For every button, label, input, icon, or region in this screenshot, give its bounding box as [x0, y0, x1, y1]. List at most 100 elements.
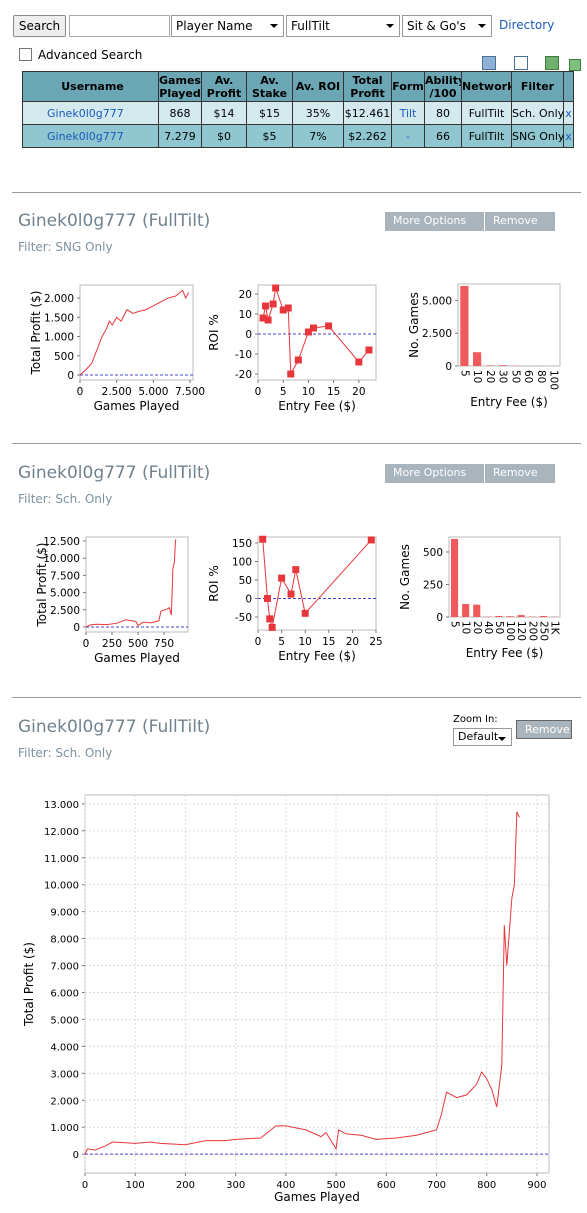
x-tick-label: 7.500 — [175, 386, 205, 398]
plot-area — [85, 536, 189, 633]
x-tick-label: 300 — [226, 1180, 245, 1191]
y-tick-label: 150 — [232, 538, 252, 550]
marker — [259, 314, 267, 322]
y-tick-label: 4.000 — [50, 1042, 79, 1053]
x-tick-label: 600 — [377, 1180, 396, 1191]
table-cell: 7.279 — [158, 124, 202, 148]
y-axis-label: Total Profit ($) — [22, 942, 36, 1027]
y-tick-label: 0 — [73, 1150, 79, 1161]
y-tick-label: 20 — [239, 289, 252, 301]
checkbox[interactable] — [19, 48, 32, 61]
marker — [262, 302, 270, 310]
network-select[interactable]: FullTilt — [286, 15, 400, 37]
bar — [473, 604, 481, 617]
y-tick-label: -50 — [235, 612, 252, 624]
y-tick-label: 13.000 — [44, 800, 79, 811]
x-tick-label: 700 — [427, 1180, 446, 1191]
x-tick-label: 250 — [102, 638, 122, 650]
x-tick-label: 20 — [484, 370, 496, 383]
panel-button[interactable]: Remove — [485, 212, 556, 231]
panel-button[interactable]: Remove — [485, 464, 556, 483]
x-tick-label: 20 — [346, 636, 359, 648]
y-tick-label: 8.000 — [50, 935, 79, 946]
x-tick-label: 10 — [299, 636, 312, 648]
y-tick-label: 5.000 — [50, 588, 80, 600]
y-tick-label: 0 — [445, 361, 452, 373]
marker — [259, 535, 267, 543]
x-axis-label: Games Played — [94, 399, 180, 413]
y-tick-label: 6.000 — [50, 988, 79, 999]
marker — [266, 615, 274, 623]
x-axis-label: Entry Fee ($) — [466, 646, 544, 660]
x-tick-label: 50 — [493, 621, 505, 634]
y-tick-label: 11.000 — [44, 854, 79, 865]
bar — [473, 352, 482, 366]
table-cell: 35% — [292, 101, 344, 125]
search-input[interactable] — [69, 15, 170, 37]
search-button[interactable]: Search — [13, 15, 66, 37]
icon[interactable] — [545, 56, 559, 70]
directory-link[interactable]: Directory — [499, 18, 555, 32]
marker — [268, 623, 276, 631]
table-cell: $0 — [201, 124, 247, 148]
icon[interactable] — [482, 56, 496, 70]
icon[interactable] — [569, 59, 581, 71]
x-tick-label: 750 — [154, 638, 174, 650]
panel-button[interactable]: Remove — [516, 720, 572, 739]
x-tick-label: 60 — [522, 370, 534, 383]
x-tick-label: 400 — [276, 1180, 295, 1191]
x-tick-label: 2.500 — [102, 386, 132, 398]
y-tick-label: 7.000 — [50, 962, 79, 973]
y-tick-label: 50 — [239, 575, 252, 587]
x-axis-label: Entry Fee ($) — [278, 649, 356, 663]
y-axis-label: ROI % — [207, 565, 221, 602]
column-header: Av. Stake — [246, 71, 293, 102]
column-header: Form — [391, 71, 425, 102]
panel-title: Ginek0l0g777 (FullTilt) — [18, 463, 211, 483]
separator — [12, 697, 581, 698]
bar — [462, 603, 470, 617]
x-tick-label: 5 — [458, 370, 470, 377]
zoom-select[interactable]: Default — [453, 728, 512, 746]
y-tick-label: 5.000 — [422, 295, 452, 307]
table-cell[interactable]: Ginek0l0g777 — [22, 124, 159, 148]
search-by-select[interactable]: Player Name — [171, 15, 284, 37]
panel-title: Ginek0l0g777 (FullTilt) — [18, 717, 211, 737]
y-tick-label: 500 — [54, 351, 74, 363]
y-tick-label: 0 — [67, 370, 74, 382]
y-tick-label: 250 — [423, 579, 443, 591]
icon[interactable] — [514, 56, 528, 70]
x-tick-label: 500 — [327, 1180, 346, 1191]
x-tick-label: 5 — [278, 636, 285, 648]
y-tick-label: -20 — [235, 369, 252, 381]
y-tick-label: 0 — [245, 329, 252, 341]
x-tick-label: 0 — [255, 386, 262, 398]
game-type-select[interactable]: Sit & Go's — [402, 15, 492, 37]
bar — [460, 285, 469, 366]
panel-button[interactable]: More Options — [385, 464, 485, 483]
table-cell[interactable]: x — [563, 124, 574, 148]
y-tick-label: 1.000 — [50, 1123, 79, 1134]
panel-filter: Filter: Sch. Only — [18, 746, 113, 760]
table-cell: Sch. Only — [511, 101, 564, 125]
advanced-search-label[interactable]: Advanced Search — [38, 48, 143, 62]
panel-button[interactable]: More Options — [385, 212, 485, 231]
x-axis-label: Entry Fee ($) — [470, 395, 548, 409]
table-cell[interactable]: Tilt — [391, 101, 425, 125]
table-cell: SNG Only — [511, 124, 564, 148]
plot-area — [257, 284, 377, 381]
x-tick-label: 25 — [369, 636, 382, 648]
table-cell: 7% — [292, 124, 344, 148]
x-tick-label: 40 — [482, 621, 494, 634]
x-axis-label: Entry Fee ($) — [278, 399, 356, 413]
x-tick-label: 100 — [548, 370, 560, 390]
line — [79, 289, 190, 376]
marker — [279, 306, 287, 314]
x-tick-label: 0 — [82, 1180, 88, 1191]
column-header: Ability /100 — [424, 71, 462, 102]
y-axis-label: ROI % — [207, 314, 221, 351]
x-tick-label: 1K — [548, 621, 560, 636]
table-cell[interactable]: - — [391, 124, 425, 148]
x-tick-label: 15 — [327, 386, 340, 398]
marker — [264, 316, 272, 324]
